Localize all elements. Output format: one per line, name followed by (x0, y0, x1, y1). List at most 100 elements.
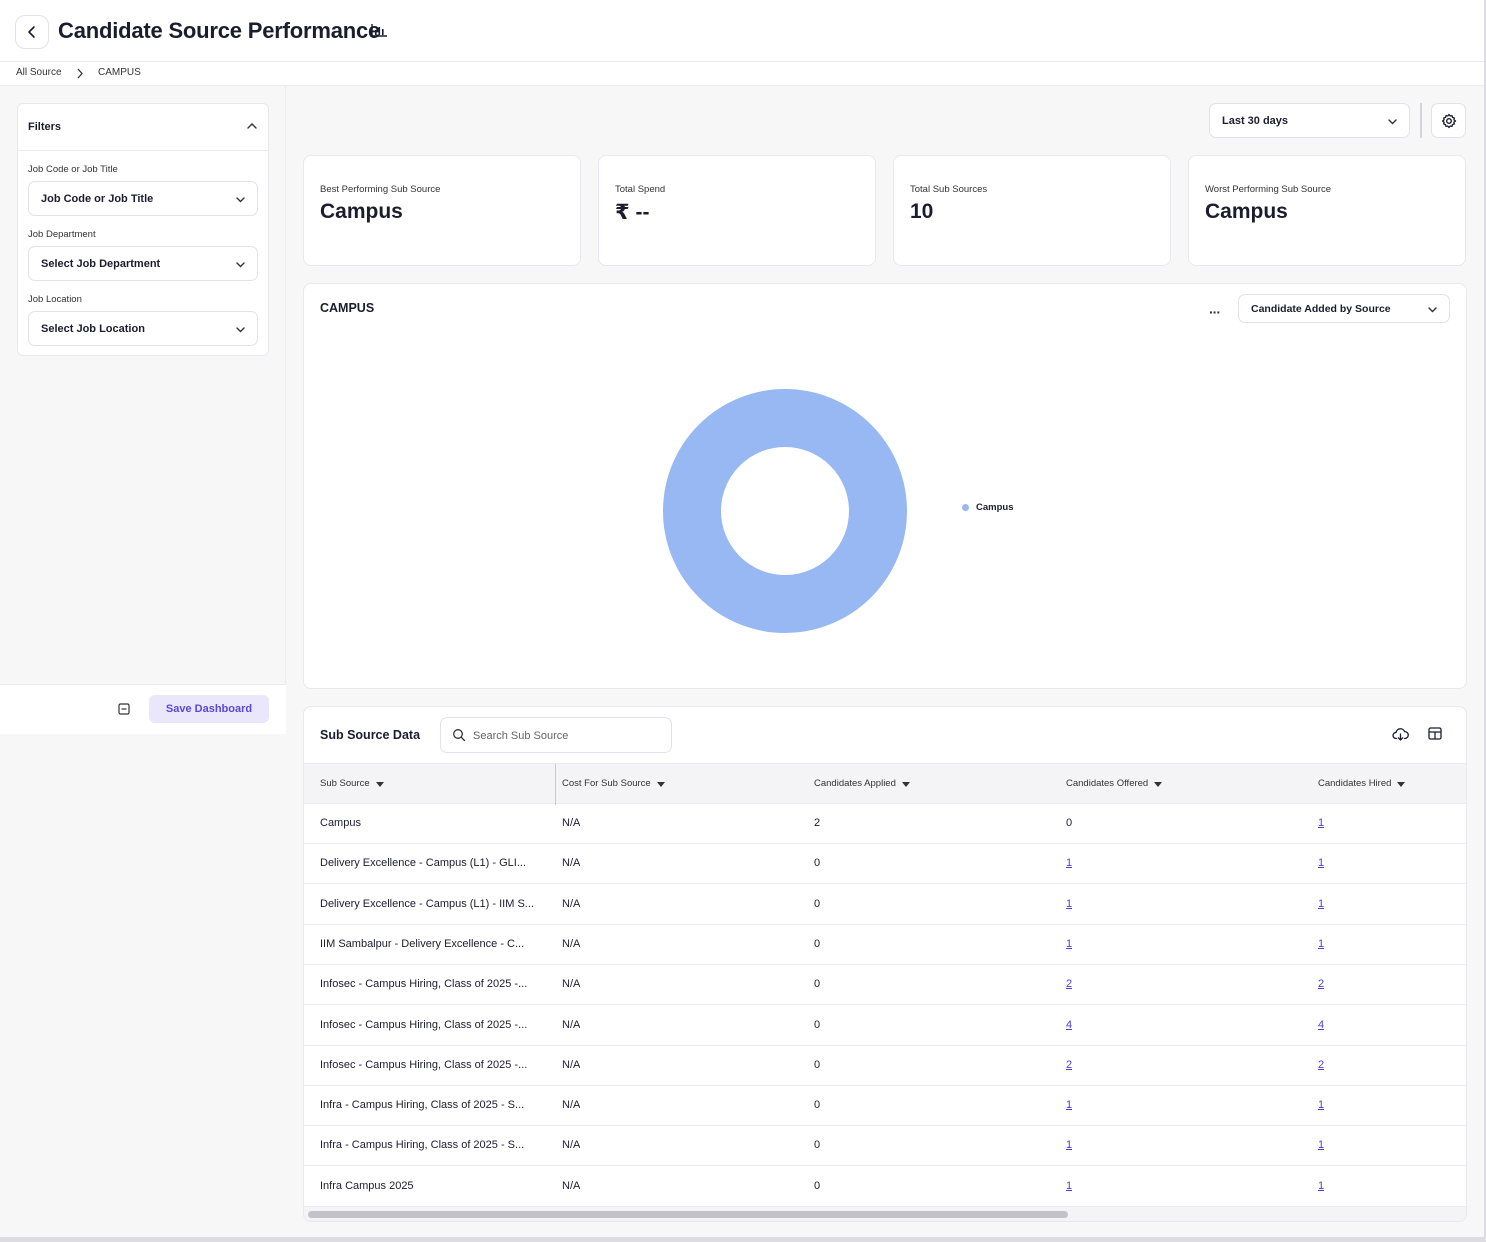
column-sub-source[interactable]: Sub Source (320, 778, 384, 789)
column-offered[interactable]: Candidates Offered (1066, 778, 1163, 789)
column-label: Candidates Hired (1318, 778, 1392, 789)
table-row: Infra - Campus Hiring, Class of 2025 - S… (304, 1086, 1466, 1127)
table-row: Infra Campus 2025 N/A 0 1 1 (304, 1167, 1466, 1207)
table-cell-link[interactable]: 1 (1318, 937, 1325, 950)
table-cell-link[interactable]: 1 (1066, 857, 1073, 870)
cloud-download-icon[interactable] (1392, 727, 1409, 742)
table-cell: N/A (562, 937, 581, 950)
table-cell: 2 (814, 817, 821, 829)
job-code-select[interactable]: Job Code or Job Title (28, 181, 258, 216)
table-cell: 0 (814, 1099, 821, 1112)
column-cost[interactable]: Cost For Sub Source (562, 778, 665, 789)
table-cell-link[interactable]: 1 (1318, 1099, 1325, 1112)
chart-title: CAMPUS (320, 301, 375, 315)
table-cell-link[interactable]: 1 (1318, 817, 1325, 829)
filters-panel: Filters Job Code or Job Title Job Code o… (17, 103, 269, 356)
filters-header[interactable]: Filters (18, 104, 268, 151)
table-cell-link[interactable]: 4 (1066, 1018, 1073, 1031)
job-department-select[interactable]: Select Job Department (28, 246, 258, 281)
job-code-value: Job Code or Job Title (41, 193, 154, 205)
table-cell-link[interactable]: 1 (1066, 897, 1073, 910)
table-row: Campus N/A 2 0 1 (304, 804, 1466, 844)
horizontal-scrollbar[interactable] (304, 1207, 1466, 1221)
window-bottom-edge (0, 1237, 1486, 1242)
column-hired[interactable]: Candidates Hired (1318, 778, 1406, 789)
table-header: Sub Source Cost For Sub Source Candidate… (304, 763, 1466, 805)
kpi-value: Campus (320, 200, 403, 223)
table-cell: N/A (562, 897, 581, 910)
table-cell: Delivery Excellence - Campus (L1) - IIM … (320, 897, 534, 910)
breadcrumb-campus: CAMPUS (98, 67, 141, 78)
table-columns-icon[interactable] (1428, 727, 1442, 740)
column-applied[interactable]: Candidates Applied (814, 778, 910, 789)
chevron-down-icon (236, 197, 245, 203)
gear-icon (1441, 113, 1456, 128)
search-input[interactable] (473, 726, 663, 746)
table-cell-link[interactable]: 1 (1318, 857, 1325, 870)
table-cell-link[interactable]: 4 (1318, 1018, 1325, 1031)
date-range-select[interactable]: Last 30 days (1209, 103, 1410, 138)
table-cell: Infra Campus 2025 (320, 1179, 414, 1192)
legend-swatch (962, 504, 969, 511)
date-range-value: Last 30 days (1222, 115, 1289, 127)
kpi-label: Total Sub Sources (910, 184, 988, 195)
more-options-icon[interactable]: ··· (1209, 304, 1221, 320)
job-department-label: Job Department (28, 229, 96, 240)
table-cell: IIM Sambalpur - Delivery Excellence - C.… (320, 937, 525, 950)
kpi-value: Campus (1205, 200, 1288, 223)
table-row: Delivery Excellence - Campus (L1) - IIM … (304, 885, 1466, 925)
column-label: Candidates Offered (1066, 778, 1149, 789)
kpi-total-sub-sources: Total Sub Sources 10 (893, 155, 1171, 266)
top-bar: Candidate Source Performance (0, 0, 1486, 62)
kpi-value: ₹ -- (615, 201, 650, 224)
breadcrumb-all-source[interactable]: All Source (16, 67, 62, 78)
collapse-panel-icon[interactable] (118, 703, 130, 715)
chevron-up-icon[interactable] (246, 120, 258, 132)
table-cell-link[interactable]: 1 (1066, 1139, 1073, 1152)
sort-down-icon (1154, 782, 1163, 787)
donut-slice-campus[interactable] (663, 389, 907, 633)
table-title: Sub Source Data (320, 728, 421, 742)
save-dashboard-button[interactable]: Save Dashboard (149, 695, 269, 723)
legend-label: Campus (976, 502, 1014, 513)
table-cell: 0 (1066, 817, 1073, 829)
job-code-label: Job Code or Job Title (28, 164, 118, 175)
column-label: Cost For Sub Source (562, 778, 651, 789)
scrollbar-thumb[interactable] (308, 1211, 1068, 1218)
table-cell: N/A (562, 1018, 581, 1031)
kpi-worst-sub-source: Worst Performing Sub Source Campus (1188, 155, 1466, 266)
table-cell-link[interactable]: 1 (1318, 1139, 1325, 1152)
table-cell: 0 (814, 1058, 821, 1071)
sort-down-icon (901, 782, 910, 787)
table-cell-link[interactable]: 2 (1066, 1058, 1073, 1071)
job-location-select[interactable]: Select Job Location (28, 311, 258, 346)
table-cell: N/A (562, 978, 581, 991)
column-label: Sub Source (320, 778, 370, 789)
sort-down-icon (656, 782, 665, 787)
table-cell: N/A (562, 857, 581, 870)
table-cell-link[interactable]: 1 (1066, 937, 1073, 950)
search-sub-source[interactable] (440, 717, 672, 753)
kpi-value: 10 (910, 200, 934, 223)
bar-chart-icon (371, 24, 387, 37)
table-cell: Infosec - Campus Hiring, Class of 2025 -… (320, 1018, 528, 1031)
column-resizer[interactable] (555, 764, 556, 805)
sidebar-footer: Save Dashboard (0, 684, 286, 734)
kpi-label: Best Performing Sub Source (320, 184, 441, 195)
table-cell-link[interactable]: 1 (1318, 1179, 1325, 1192)
back-button[interactable] (15, 15, 49, 49)
chart-metric-select[interactable]: Candidate Added by Source (1238, 294, 1450, 323)
chevron-right-icon (77, 68, 83, 79)
table-cell-link[interactable]: 2 (1318, 978, 1325, 991)
chart-legend: Campus (962, 502, 1013, 513)
table-cell: Infosec - Campus Hiring, Class of 2025 -… (320, 1058, 528, 1071)
table-cell-link[interactable]: 2 (1066, 978, 1073, 991)
kpi-label: Worst Performing Sub Source (1205, 184, 1332, 195)
table-cell-link[interactable]: 1 (1066, 1179, 1073, 1192)
table-cell-link[interactable]: 1 (1066, 1099, 1073, 1112)
table-cell-link[interactable]: 1 (1318, 897, 1325, 910)
table-cell-link[interactable]: 2 (1318, 1058, 1325, 1071)
settings-button[interactable] (1431, 103, 1466, 138)
table-cell: Delivery Excellence - Campus (L1) - GLI.… (320, 857, 527, 870)
table-cell: 0 (814, 1179, 821, 1192)
